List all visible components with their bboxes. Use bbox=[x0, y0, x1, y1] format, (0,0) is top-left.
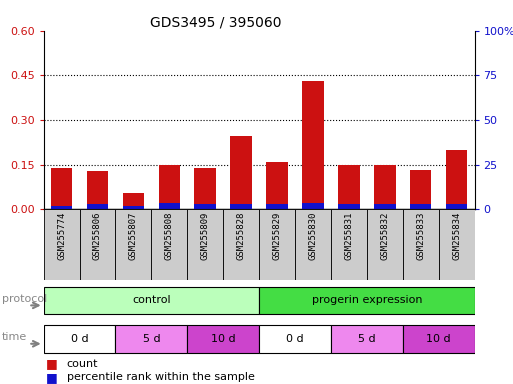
Bar bbox=[259, 287, 475, 314]
Bar bbox=[302, 81, 324, 209]
Bar bbox=[51, 168, 72, 209]
Text: 10 d: 10 d bbox=[211, 334, 235, 344]
Text: count: count bbox=[67, 359, 98, 369]
Bar bbox=[295, 209, 331, 280]
Bar bbox=[123, 206, 144, 209]
Bar bbox=[51, 206, 72, 209]
Bar bbox=[367, 209, 403, 280]
Bar bbox=[338, 204, 360, 209]
Text: 0 d: 0 d bbox=[286, 334, 304, 344]
Bar bbox=[331, 325, 403, 353]
Bar bbox=[338, 165, 360, 209]
Text: protocol: protocol bbox=[2, 294, 47, 304]
Text: GSM255808: GSM255808 bbox=[165, 212, 174, 260]
Text: GSM255832: GSM255832 bbox=[380, 212, 389, 260]
Bar bbox=[374, 165, 396, 209]
Text: GDS3495 / 395060: GDS3495 / 395060 bbox=[150, 15, 281, 29]
Bar bbox=[44, 325, 115, 353]
Text: percentile rank within the sample: percentile rank within the sample bbox=[67, 372, 254, 382]
Text: GSM255809: GSM255809 bbox=[201, 212, 210, 260]
Bar bbox=[374, 204, 396, 209]
Text: GSM255831: GSM255831 bbox=[344, 212, 353, 260]
Bar bbox=[403, 209, 439, 280]
Bar bbox=[410, 170, 431, 209]
Text: GSM255834: GSM255834 bbox=[452, 212, 461, 260]
Bar bbox=[230, 204, 252, 209]
Bar bbox=[446, 150, 467, 209]
Bar bbox=[151, 209, 187, 280]
Bar bbox=[403, 325, 475, 353]
Text: 10 d: 10 d bbox=[426, 334, 451, 344]
Bar bbox=[266, 204, 288, 209]
Bar bbox=[87, 204, 108, 209]
Bar bbox=[115, 325, 187, 353]
Bar bbox=[439, 209, 475, 280]
Bar bbox=[223, 209, 259, 280]
Text: progerin expression: progerin expression bbox=[311, 295, 422, 306]
Bar bbox=[123, 193, 144, 209]
Bar bbox=[159, 204, 180, 209]
Bar bbox=[446, 204, 467, 209]
Text: GSM255828: GSM255828 bbox=[236, 212, 246, 260]
Bar bbox=[410, 204, 431, 209]
Bar bbox=[44, 287, 259, 314]
Bar bbox=[194, 168, 216, 209]
Bar bbox=[266, 162, 288, 209]
Text: ■: ■ bbox=[46, 358, 58, 371]
Bar bbox=[194, 204, 216, 209]
Text: ■: ■ bbox=[46, 371, 58, 384]
Text: 5 d: 5 d bbox=[358, 334, 376, 344]
Bar bbox=[80, 209, 115, 280]
Text: GSM255830: GSM255830 bbox=[308, 212, 318, 260]
Bar bbox=[230, 136, 252, 209]
Bar bbox=[302, 204, 324, 209]
Bar bbox=[187, 209, 223, 280]
Bar bbox=[44, 209, 80, 280]
Bar bbox=[331, 209, 367, 280]
Bar bbox=[87, 170, 108, 209]
Text: GSM255807: GSM255807 bbox=[129, 212, 138, 260]
Text: GSM255829: GSM255829 bbox=[272, 212, 282, 260]
Text: GSM255833: GSM255833 bbox=[416, 212, 425, 260]
Text: 5 d: 5 d bbox=[143, 334, 160, 344]
Bar bbox=[115, 209, 151, 280]
Text: time: time bbox=[2, 332, 27, 342]
Bar bbox=[259, 209, 295, 280]
Bar bbox=[187, 325, 259, 353]
Bar bbox=[159, 165, 180, 209]
Text: GSM255806: GSM255806 bbox=[93, 212, 102, 260]
Text: GSM255774: GSM255774 bbox=[57, 212, 66, 260]
Text: 0 d: 0 d bbox=[71, 334, 88, 344]
Text: control: control bbox=[132, 295, 171, 306]
Bar bbox=[259, 325, 331, 353]
